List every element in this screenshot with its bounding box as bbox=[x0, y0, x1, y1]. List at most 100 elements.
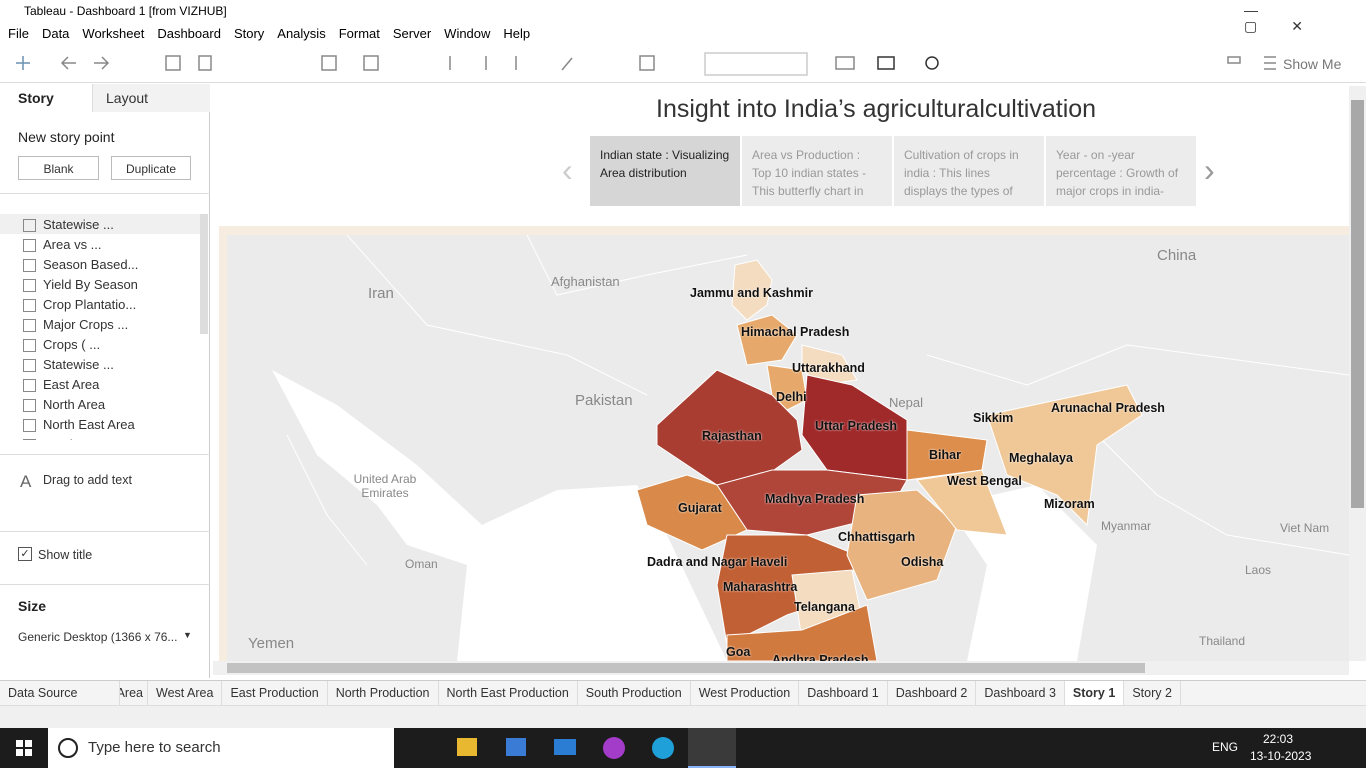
country-label: Laos bbox=[1245, 563, 1272, 577]
story-point[interactable]: Indian state : Visualizing Area distribu… bbox=[590, 136, 740, 206]
sheet-item[interactable]: East Area bbox=[0, 374, 200, 394]
state-label: Andhra Pradesh bbox=[772, 653, 869, 661]
sheet-tab[interactable]: Data Source bbox=[0, 681, 120, 705]
country-label: Pakistan bbox=[575, 392, 633, 409]
state-label: Bihar bbox=[929, 448, 961, 462]
menu-item[interactable]: Analysis bbox=[277, 26, 326, 41]
country-label: Afghanistan bbox=[551, 274, 620, 289]
sheet-item[interactable]: Major Crops ... bbox=[0, 314, 200, 334]
state-label: Arunachal Pradesh bbox=[1051, 401, 1165, 415]
state-label: Delhi bbox=[776, 390, 807, 404]
state-label: Madhya Pradesh bbox=[765, 492, 865, 506]
sheet-tab[interactable]: Dashboard 3 bbox=[976, 681, 1065, 705]
window-controls[interactable]: —▢✕ bbox=[1244, 2, 1337, 34]
sheet-tab[interactable]: South Production bbox=[578, 681, 691, 705]
country-label: Iran bbox=[368, 285, 394, 302]
app-icon-active[interactable] bbox=[688, 728, 736, 768]
menu-item[interactable]: Dashboard bbox=[157, 26, 221, 41]
blank-button[interactable]: Blank bbox=[18, 156, 99, 180]
sheet-item[interactable]: Area vs ... bbox=[0, 234, 200, 254]
sheet-item[interactable]: Crops ( ... bbox=[0, 334, 200, 354]
sheet-item[interactable]: Yield By Season bbox=[0, 274, 200, 294]
new-story-point: New story point bbox=[18, 129, 115, 145]
country-label: United Arab Emirates bbox=[353, 472, 417, 500]
state-label: Dadra and Nagar Haveli bbox=[647, 555, 788, 569]
state-label: Odisha bbox=[901, 555, 944, 569]
sheet-item[interactable]: North East Area bbox=[0, 414, 200, 434]
size-dropdown[interactable]: Generic Desktop (1366 x 76... bbox=[18, 630, 178, 644]
state-label: Rajasthan bbox=[702, 429, 762, 443]
country-label: Viet Nam bbox=[1280, 521, 1330, 535]
show-me[interactable]: Show Me bbox=[1283, 56, 1342, 72]
story-title: Insight into India’s agriculturalcultiva… bbox=[656, 95, 1097, 123]
country-label: Oman bbox=[405, 557, 438, 571]
story-point[interactable]: Year - on -year percentage : Growth of m… bbox=[1046, 136, 1196, 206]
next-point[interactable]: › bbox=[1204, 152, 1215, 188]
menu-item[interactable]: Server bbox=[392, 26, 432, 41]
menu-item[interactable]: Worksheet bbox=[82, 26, 145, 41]
state-label: Chhattisgarh bbox=[838, 530, 916, 544]
sheet-tab[interactable]: Story 1 bbox=[1064, 681, 1125, 705]
country-label: Nepal bbox=[889, 395, 923, 410]
sheet-item[interactable]: South Area bbox=[0, 434, 200, 440]
app-icon[interactable] bbox=[652, 737, 674, 759]
state-label: Telangana bbox=[794, 600, 855, 614]
menu-item[interactable]: Window bbox=[444, 26, 491, 41]
search-box[interactable]: Type here to search bbox=[48, 728, 394, 768]
sheet-tab[interactable]: North East Production bbox=[439, 681, 578, 705]
sheet-item[interactable]: North Area bbox=[0, 394, 200, 414]
sheet-list: Statewise ... Area vs ... Season Based... Y… bbox=[0, 214, 200, 440]
search-placeholder: Type here to search bbox=[88, 739, 221, 756]
drag-text: Drag to add text bbox=[43, 473, 132, 487]
sheet-tab[interactable]: West Production bbox=[691, 681, 800, 705]
show-title-label: Show title bbox=[38, 548, 93, 562]
sheet-tab[interactable]: Dashboard 2 bbox=[888, 681, 977, 705]
sheet-tab[interactable]: Area bbox=[120, 681, 148, 705]
menu-item[interactable]: Format bbox=[338, 26, 380, 41]
sheet-item[interactable]: Statewise ... bbox=[0, 354, 200, 374]
state-label: Maharashtra bbox=[723, 580, 798, 594]
menu-bar: File Data Worksheet Dashboard Story Analysis F… bbox=[0, 23, 543, 45]
show-title-checkbox[interactable]: ✓ bbox=[18, 547, 32, 561]
start-button[interactable] bbox=[16, 740, 32, 756]
sheet-tab[interactable]: East Production bbox=[222, 681, 328, 705]
state-label: West Bengal bbox=[947, 474, 1022, 488]
country-label: China bbox=[1157, 247, 1197, 264]
map-shapes bbox=[227, 235, 1349, 661]
taskbar: Type here to search ENG 22:03 13-10-2023 bbox=[0, 728, 1366, 768]
state-label: Meghalaya bbox=[1009, 451, 1073, 465]
state-label: Sikkim bbox=[973, 411, 1014, 425]
state-label: Uttar Pradesh bbox=[815, 419, 897, 433]
sheet-tab[interactable]: North Production bbox=[328, 681, 439, 705]
tab-layout[interactable]: Layout bbox=[92, 84, 210, 112]
duplicate-button[interactable]: Duplicate bbox=[111, 156, 191, 180]
sheet-item[interactable]: Statewise ... bbox=[0, 214, 200, 234]
app-icon[interactable] bbox=[506, 738, 526, 756]
menu-item[interactable]: Data bbox=[41, 26, 70, 41]
country-label: Thailand bbox=[1199, 634, 1246, 648]
story-point[interactable]: Cultivation of crops in india : This lin… bbox=[894, 136, 1044, 206]
menu-item[interactable]: Story bbox=[233, 26, 265, 41]
app-icon[interactable] bbox=[603, 737, 625, 759]
tab-story[interactable]: Story bbox=[18, 90, 54, 106]
state-label: Goa bbox=[726, 645, 751, 659]
sheet-tab[interactable]: Dashboard 1 bbox=[799, 681, 888, 705]
app-icon[interactable] bbox=[554, 739, 576, 755]
sheet-tab[interactable]: West Area bbox=[148, 681, 223, 705]
story-pane: Story Layout New story point Blank Dupli… bbox=[0, 84, 210, 678]
country-label: Myanmar bbox=[1101, 519, 1152, 533]
menu-item[interactable]: File bbox=[8, 26, 29, 41]
state-label: Himachal Pradesh bbox=[741, 325, 850, 339]
language: ENG bbox=[1212, 740, 1239, 754]
app-icon[interactable] bbox=[457, 738, 477, 756]
sheet-tab[interactable]: Story 2 bbox=[1124, 681, 1181, 705]
clock-date: 13-10-2023 bbox=[1250, 749, 1312, 763]
prev-point[interactable]: ‹ bbox=[562, 152, 573, 188]
sheet-item[interactable]: Crop Plantatio... bbox=[0, 294, 200, 314]
sheet-item[interactable]: Season Based... bbox=[0, 254, 200, 274]
state-label: Jammu and Kashmir bbox=[690, 286, 813, 300]
size-label: Size bbox=[18, 598, 47, 614]
story-point[interactable]: Area vs Production : Top 10 indian state… bbox=[742, 136, 892, 206]
menu-item[interactable]: Help bbox=[503, 26, 531, 41]
